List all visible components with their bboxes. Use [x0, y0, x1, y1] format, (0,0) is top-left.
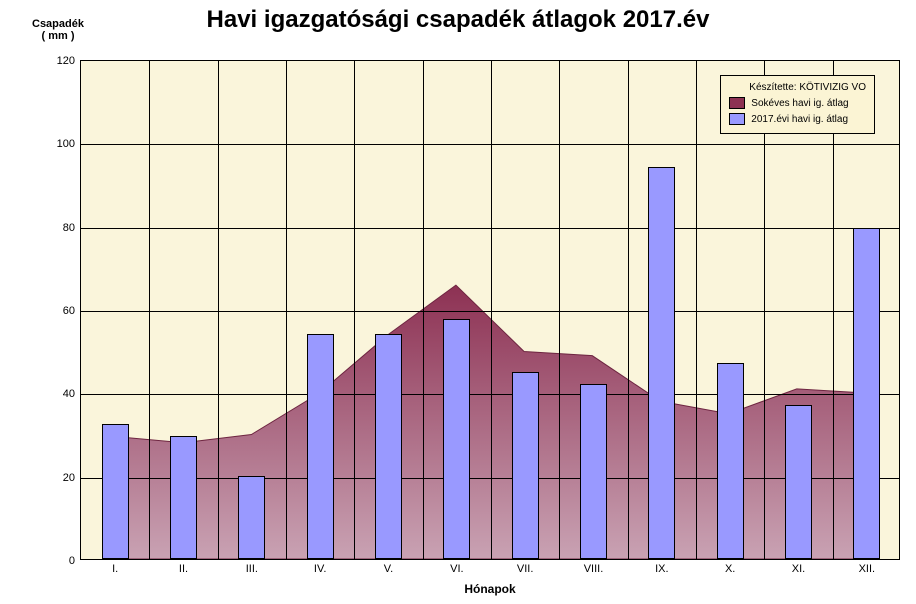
x-tick-label: XI. — [792, 563, 805, 575]
bar — [375, 334, 402, 559]
legend-swatch — [729, 97, 745, 109]
gridline-v — [491, 61, 492, 559]
x-tick-label: II. — [179, 563, 188, 575]
legend-label: Sokéves havi ig. átlag — [751, 98, 848, 109]
x-tick-label: III. — [246, 563, 258, 575]
x-tick-label: XII. — [859, 563, 876, 575]
gridline-v — [149, 61, 150, 559]
gridline-h — [81, 478, 899, 479]
x-tick-label: I. — [112, 563, 118, 575]
area-path — [115, 285, 865, 559]
x-tick-label: IX. — [655, 563, 668, 575]
y-tick-label: 40 — [63, 388, 75, 400]
y-tick-label: 0 — [69, 555, 75, 567]
gridline-v — [764, 61, 765, 559]
y-tick-label: 100 — [57, 138, 75, 150]
x-tick-label: X. — [725, 563, 735, 575]
x-tick-label: V. — [384, 563, 393, 575]
gridline-v — [218, 61, 219, 559]
bar — [102, 424, 129, 559]
x-tick-label: VI. — [450, 563, 463, 575]
y-axis-title: Csapadék( mm ) — [28, 18, 88, 42]
bar — [648, 167, 675, 559]
legend-item: Készítette: KÖTIVIZIG VO — [729, 82, 866, 93]
legend-item: 2017.évi havi ig. átlag — [729, 113, 866, 125]
legend-swatch — [729, 113, 745, 125]
gridline-v — [696, 61, 697, 559]
gridline-v — [628, 61, 629, 559]
gridline-h — [81, 394, 899, 395]
bar — [580, 384, 607, 559]
bar — [443, 319, 470, 559]
bar — [307, 334, 334, 559]
chart-title: Havi igazgatósági csapadék átlagok 2017.… — [0, 6, 916, 34]
legend-label: Készítette: KÖTIVIZIG VO — [749, 82, 866, 93]
x-tick-label: IV. — [314, 563, 326, 575]
legend-label: 2017.évi havi ig. átlag — [751, 114, 848, 125]
bar — [238, 476, 265, 559]
gridline-v — [423, 61, 424, 559]
bar — [853, 228, 880, 559]
gridline-h — [81, 228, 899, 229]
bar — [512, 372, 539, 560]
x-axis-title: Hónapok — [80, 582, 900, 596]
gridline-v — [559, 61, 560, 559]
gridline-v — [354, 61, 355, 559]
y-tick-label: 120 — [57, 55, 75, 67]
gridline-v — [286, 61, 287, 559]
legend-item: Sokéves havi ig. átlag — [729, 97, 866, 109]
gridline-h — [81, 311, 899, 312]
bar — [785, 405, 812, 559]
gridline-h — [81, 144, 899, 145]
y-tick-label: 60 — [63, 305, 75, 317]
gridline-v — [833, 61, 834, 559]
area-series-svg — [81, 61, 899, 559]
plot-area: 020406080100120I.II.III.IV.V.VI.VII.VIII… — [80, 60, 900, 560]
x-tick-label: VIII. — [584, 563, 604, 575]
legend: Készítette: KÖTIVIZIG VO Sokéves havi ig.… — [720, 75, 875, 134]
bar — [170, 436, 197, 559]
y-tick-label: 20 — [63, 472, 75, 484]
bar — [717, 363, 744, 559]
x-tick-label: VII. — [517, 563, 534, 575]
chart-container: Havi igazgatósági csapadék átlagok 2017.… — [0, 0, 916, 604]
y-tick-label: 80 — [63, 222, 75, 234]
